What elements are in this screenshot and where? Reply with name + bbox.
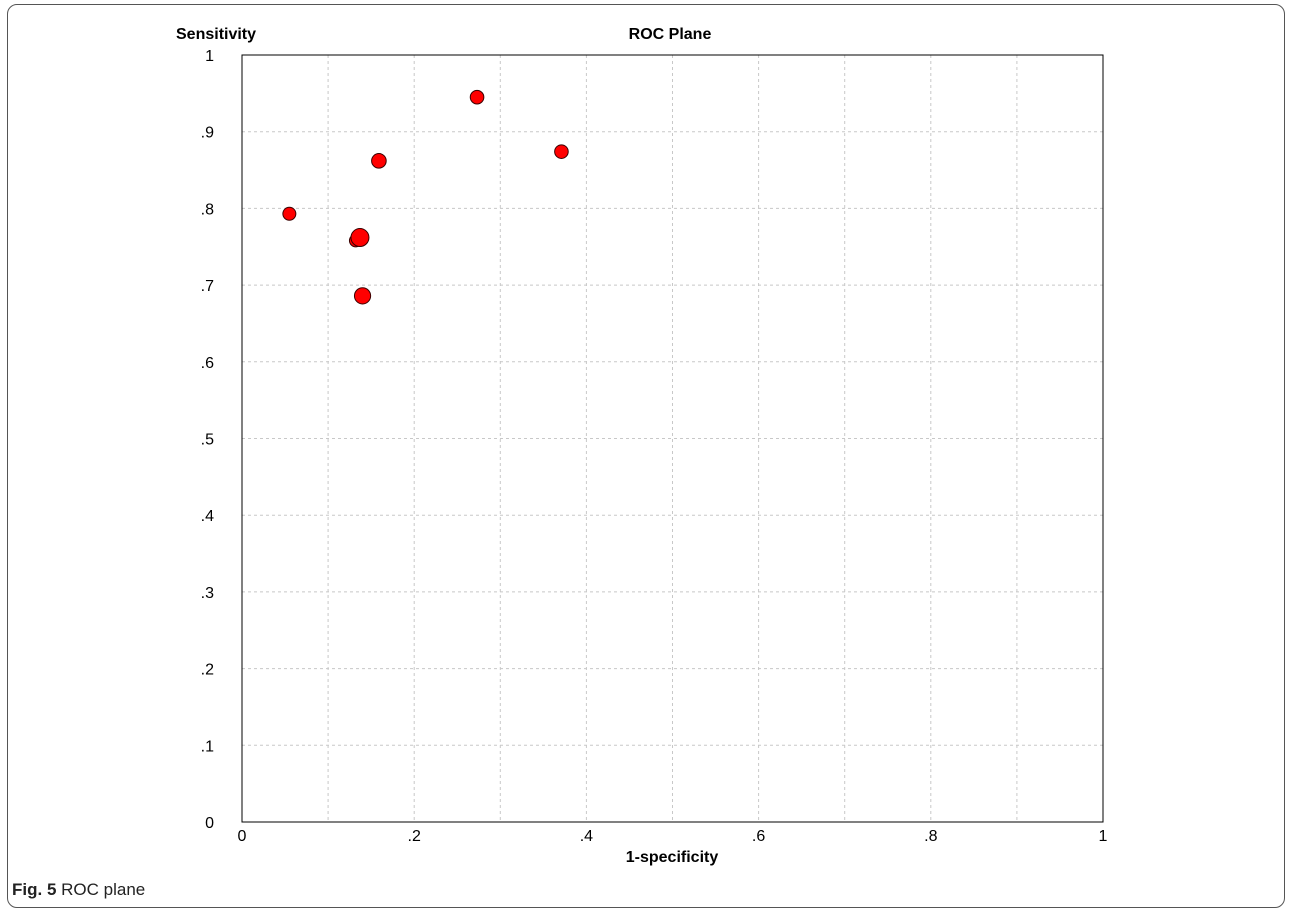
- y-tick-label: .4: [201, 508, 214, 525]
- x-tick-label: .4: [580, 828, 593, 845]
- roc-plane-chart: ROC Plane Sensitivity 1-specificity 0 .2.…: [176, 26, 1108, 866]
- y-axis-label: Sensitivity: [176, 26, 256, 43]
- data-point: [469, 89, 485, 105]
- y-tick-label: .7: [201, 278, 214, 295]
- data-point: [353, 287, 372, 305]
- y-tick-label: .6: [201, 355, 214, 372]
- data-point: [350, 228, 370, 248]
- grid: [242, 55, 1103, 822]
- x-axis-ticks: 0 .2 .4 .6 .8 1: [238, 828, 1108, 845]
- plot-area: [241, 54, 1104, 823]
- y-tick-label: .3: [201, 585, 214, 602]
- y-tick-label: .9: [201, 125, 214, 142]
- data-points: [282, 89, 569, 305]
- data-point: [371, 153, 387, 169]
- y-axis-ticks: 0 .1 .2 .3 .4 .5 .6 .7 .8 .9 1: [201, 48, 214, 832]
- x-axis-label: 1-specificity: [626, 849, 719, 866]
- x-tick-label: 1: [1099, 828, 1108, 845]
- y-tick-label: 1: [205, 48, 214, 65]
- y-tick-label: .2: [201, 662, 214, 679]
- chart-title: ROC Plane: [629, 26, 712, 43]
- y-tick-label: .1: [201, 738, 214, 755]
- data-point: [282, 206, 297, 221]
- figure-caption: Fig. 5 ROC plane: [12, 880, 145, 900]
- data-point: [554, 144, 569, 159]
- caption-text: ROC plane: [56, 880, 146, 899]
- figure-label: Fig. 5: [12, 880, 57, 899]
- y-tick-label: .8: [201, 201, 214, 218]
- y-tick-label: 0: [205, 815, 214, 832]
- y-tick-label: .5: [201, 432, 214, 449]
- x-tick-label: .2: [408, 828, 421, 845]
- x-tick-label: .6: [752, 828, 765, 845]
- x-tick-label: 0: [238, 828, 247, 845]
- figure-frame: [7, 4, 1285, 908]
- x-tick-label: .8: [924, 828, 937, 845]
